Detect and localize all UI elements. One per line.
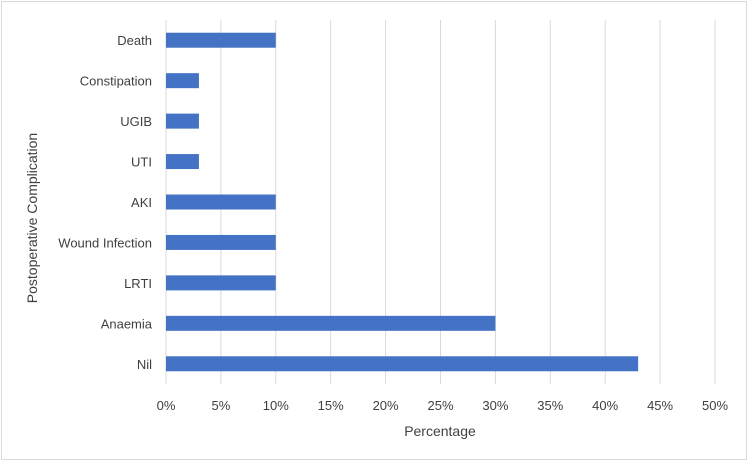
bar-nil: [166, 356, 639, 372]
category-labels: Death Constipation UGIB UTI AKI Wound Infecti…: [58, 33, 152, 372]
x-tick-label: 35%: [537, 398, 563, 413]
x-tick-label: 20%: [373, 398, 399, 413]
category-label: Death: [117, 33, 152, 48]
category-label: Wound Infection: [58, 235, 152, 250]
x-tick-label: 0%: [157, 398, 176, 413]
bar-aki: [166, 194, 276, 210]
y-axis-title: Postoperative Complication: [24, 133, 40, 303]
category-label: Constipation: [80, 74, 152, 89]
bar-uti: [166, 154, 199, 170]
x-tick-label: 30%: [482, 398, 508, 413]
bar-constipation: [166, 73, 199, 89]
category-label: UTI: [131, 155, 152, 170]
category-label: UGIB: [120, 114, 152, 129]
bar-ugib: [166, 113, 199, 129]
x-tick-label: 45%: [647, 398, 673, 413]
x-tick-label: 15%: [318, 398, 344, 413]
bar-lrti: [166, 275, 276, 291]
x-tick-label: 5%: [212, 398, 231, 413]
x-tick-label: 25%: [427, 398, 453, 413]
bar-anaemia: [166, 315, 496, 331]
x-tick-label: 40%: [592, 398, 618, 413]
category-label: Anaemia: [101, 316, 153, 331]
x-axis-title: Percentage: [404, 423, 476, 439]
bar-death: [166, 32, 276, 48]
x-tick-label: 10%: [263, 398, 289, 413]
bar-wound-infection: [166, 234, 276, 250]
x-tick-label: 50%: [702, 398, 728, 413]
bars: [166, 32, 639, 372]
category-label: AKI: [131, 195, 152, 210]
category-label: LRTI: [124, 276, 152, 291]
x-tick-labels: 0% 5% 10% 15% 20% 25% 30% 35% 40% 45% 50%: [157, 398, 729, 413]
category-label: Nil: [137, 357, 152, 372]
